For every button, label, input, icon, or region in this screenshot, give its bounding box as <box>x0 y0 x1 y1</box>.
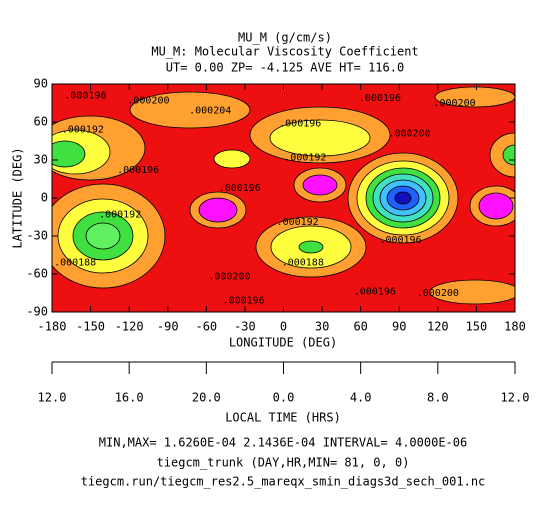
contour-label: .000192 <box>99 209 141 220</box>
y-tick-label: 60 <box>34 115 48 129</box>
x-tick-label: 180 <box>504 320 526 334</box>
contour-region <box>298 240 324 254</box>
footer-text: MIN,MAX= 1.6260E-04 2.1436E-04 INTERVAL=… <box>99 436 467 450</box>
contour-label: .000196 <box>64 90 106 101</box>
chart-subtitle: UT= 0.00 ZP= -4.125 AVE HT= 116.0 <box>166 61 404 75</box>
x2-tick-label: 8.0 <box>427 391 449 405</box>
contour-region <box>129 91 251 129</box>
x2-tick-label: 4.0 <box>350 391 372 405</box>
contour-label: .000188 <box>282 258 324 269</box>
x2-tick-label: 16.0 <box>115 391 144 405</box>
footer-text: tiegcm_trunk (DAY,HR,MIN= 81, 0, 0) <box>157 456 410 470</box>
y-tick-label: -90 <box>26 305 48 319</box>
contour-label: .000196 <box>223 296 265 307</box>
footer-text: tiegcm.run/tiegcm_res2.5_mareqx_smin_dia… <box>81 475 486 489</box>
y-tick-label: 0 <box>41 191 48 205</box>
x-tick-label: -90 <box>157 320 179 334</box>
contour-region <box>394 191 412 205</box>
y-tick-label: 30 <box>34 153 48 167</box>
y-axis-label: LATITUDE (DEG) <box>11 147 25 248</box>
contour-label: .000200 <box>208 272 250 283</box>
x2-tick-label: 12.0 <box>501 391 530 405</box>
x-tick-label: -180 <box>38 320 67 334</box>
contour-fill <box>52 84 515 312</box>
x2-axis-label: LOCAL TIME (HRS) <box>225 411 341 425</box>
y-tick-label: -30 <box>26 229 48 243</box>
contour-label: .000204 <box>189 106 231 117</box>
contour-label: .000200 <box>417 288 459 299</box>
x-tick-label: 30 <box>315 320 329 334</box>
contour-label: .000188 <box>54 258 96 269</box>
contour-region <box>434 86 515 108</box>
y-tick-label: 90 <box>34 77 48 91</box>
contour-region <box>489 132 515 178</box>
x-tick-label: 120 <box>427 320 449 334</box>
contour-label: .000192 <box>62 125 104 136</box>
x2-tick-label: 12.0 <box>38 391 67 405</box>
x-tick-label: -120 <box>115 320 144 334</box>
x-tick-label: 60 <box>353 320 367 334</box>
contour-region <box>429 279 515 305</box>
x-tick-label: -150 <box>76 320 105 334</box>
contour-region <box>213 149 251 169</box>
x-tick-label: -60 <box>195 320 217 334</box>
contour-region <box>478 192 514 220</box>
contour-label: .000196 <box>379 235 421 246</box>
contour-label: .000196 <box>117 165 159 176</box>
contour-region <box>302 174 338 196</box>
x-tick-label: 90 <box>392 320 406 334</box>
x-tick-label: -30 <box>234 320 256 334</box>
contour-label: .000196 <box>279 118 321 129</box>
x2-tick-label: 20.0 <box>192 391 221 405</box>
chart-subtitle: MU_M: Molecular Viscosity Coefficient <box>151 45 418 59</box>
x-tick-label: 150 <box>466 320 488 334</box>
contour-label: .000200 <box>388 128 430 139</box>
contour-label: .000196 <box>354 287 396 298</box>
chart-title: MU_M (g/cm/s) <box>238 31 332 45</box>
y-tick-label: -60 <box>26 267 48 281</box>
contour-label: .000196 <box>359 93 401 104</box>
contour-label: .000192 <box>277 217 319 228</box>
contour-label: .000196 <box>219 183 261 194</box>
x-axis-label: LONGITUDE (DEG) <box>229 336 337 350</box>
contour-label: .000192 <box>284 152 326 163</box>
contour-region <box>198 197 238 223</box>
contour-label: .000200 <box>433 98 475 109</box>
x2-tick-label: 0.0 <box>273 391 295 405</box>
contour-region <box>52 140 86 168</box>
contour-region <box>269 119 371 157</box>
contour-label: .000200 <box>127 95 169 106</box>
x-tick-label: 0 <box>280 320 287 334</box>
contour-region <box>85 222 121 250</box>
